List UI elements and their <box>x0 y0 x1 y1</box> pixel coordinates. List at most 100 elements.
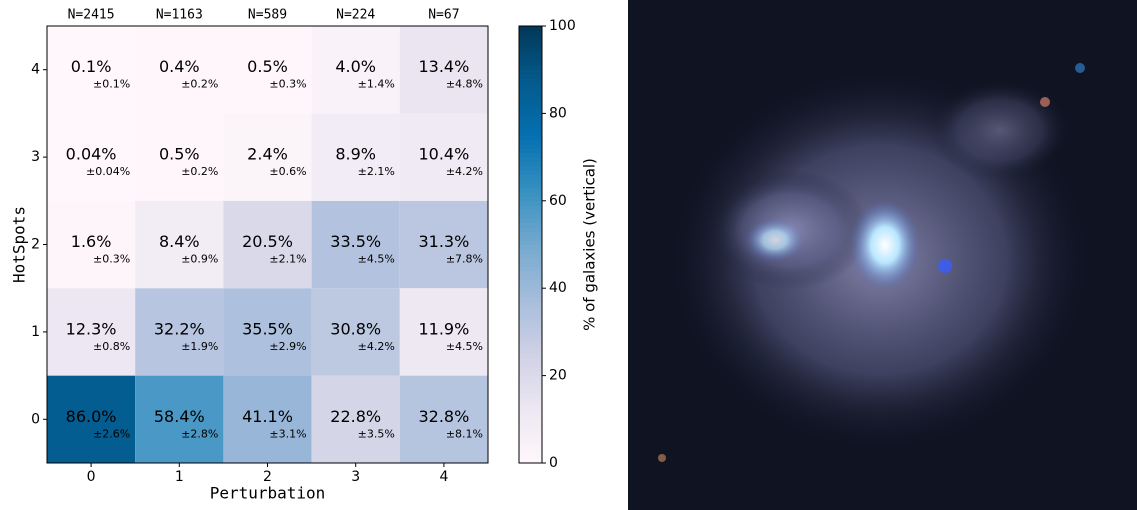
colorbar-step <box>519 384 542 390</box>
colorbar-step <box>519 340 542 346</box>
colorbar-label: % of galaxies (vertical) <box>581 158 599 331</box>
colorbar-step <box>519 279 542 285</box>
heatmap-cell <box>135 375 224 463</box>
cell-error-label: ±0.04% <box>86 165 130 178</box>
colorbar-tick-label: 20 <box>549 368 567 384</box>
colorbar-step <box>519 318 542 324</box>
cell-value-label: 0.4% <box>159 57 200 76</box>
colorbar-step <box>519 100 542 106</box>
colorbar-step <box>519 406 542 412</box>
cell-error-label: ±4.5% <box>358 253 395 266</box>
colorbar-step <box>519 366 542 372</box>
cell-error-label: ±0.9% <box>181 253 218 266</box>
colorbar-step <box>519 174 542 180</box>
colorbar-step <box>519 419 542 425</box>
colorbar-step <box>519 283 542 289</box>
colorbar-step <box>519 109 542 114</box>
cell-error-label: ±2.1% <box>358 165 395 178</box>
x-tick-label: 0 <box>87 469 96 485</box>
cell-value-label: 0.04% <box>66 145 117 164</box>
star <box>658 454 666 462</box>
colorbar-step <box>519 231 542 237</box>
cell-value-label: 13.4% <box>418 57 469 76</box>
colorbar-step <box>519 165 542 171</box>
colorbar-step <box>519 218 542 224</box>
colorbar-step <box>519 375 542 381</box>
cell-error-label: ±4.8% <box>446 78 483 91</box>
colorbar-step <box>519 222 542 228</box>
cell-value-label: 4.0% <box>335 57 376 76</box>
colorbar-step <box>519 288 542 294</box>
cell-value-label: 20.5% <box>242 232 293 251</box>
colorbar-step <box>519 60 542 66</box>
colorbar-step <box>519 253 542 259</box>
colorbar-step <box>519 183 542 189</box>
cell-value-label: 32.8% <box>418 407 469 426</box>
colorbar-step <box>519 178 542 184</box>
cell-value-label: 86.0% <box>66 407 117 426</box>
cell-value-label: 32.2% <box>154 319 205 338</box>
colorbar-tick-label: 100 <box>549 18 576 34</box>
heatmap-cell <box>47 375 136 463</box>
colorbar-step <box>519 130 542 136</box>
colorbar-step <box>519 196 542 202</box>
cell-error-label: ±2.9% <box>269 340 306 353</box>
y-axis-label: HotSpots <box>10 206 29 283</box>
heatmap-cell <box>311 26 400 114</box>
heatmap-cell <box>47 288 136 376</box>
colorbar-step <box>519 209 542 215</box>
heatmap-cell <box>135 26 224 114</box>
colorbar-step <box>519 65 542 71</box>
colorbar-step <box>519 52 542 58</box>
heatmap-cell <box>399 113 488 201</box>
colorbar-step <box>519 401 542 407</box>
colorbar-step <box>519 87 542 93</box>
colorbar-step <box>519 43 542 49</box>
heatmap-cell <box>47 26 136 114</box>
heatmap-cell <box>399 288 488 376</box>
colorbar-tick-label: 40 <box>549 280 567 296</box>
colorbar-step <box>519 353 542 359</box>
cell-value-label: 0.1% <box>71 57 112 76</box>
colorbar-step <box>519 143 542 149</box>
colorbar-step <box>519 331 542 337</box>
colorbar-step <box>519 192 542 197</box>
cell-error-label: ±2.6% <box>93 427 130 440</box>
colorbar-frame <box>518 25 543 464</box>
star <box>1040 97 1050 107</box>
colorbar-step <box>519 266 542 272</box>
colorbar-step <box>519 393 542 398</box>
star <box>1075 63 1085 73</box>
cell-value-label: 35.5% <box>242 319 293 338</box>
cell-value-label: 8.9% <box>335 145 376 164</box>
colorbar-step <box>519 126 542 132</box>
colorbar-step <box>519 82 542 88</box>
galaxy-image <box>628 0 1137 510</box>
colorbar-step <box>519 104 542 110</box>
cell-value-label: 58.4% <box>154 407 205 426</box>
heatmap-cell <box>135 288 224 376</box>
heatmap-cell <box>47 200 136 289</box>
colorbar-step <box>519 458 542 464</box>
y-tick-label: 1 <box>31 324 40 340</box>
colorbar-step <box>519 248 542 254</box>
colorbar-step <box>519 296 542 302</box>
cell-value-label: 8.4% <box>159 232 200 251</box>
colorbar-step <box>519 261 542 267</box>
cell-value-label: 0.5% <box>247 57 288 76</box>
cell-error-label: ±0.3% <box>269 78 306 91</box>
colorbar-step <box>519 157 542 162</box>
colorbar-step <box>519 205 542 211</box>
colorbar-step <box>519 187 542 193</box>
colorbar-step <box>519 454 542 460</box>
cell-error-label: ±3.5% <box>358 427 395 440</box>
colorbar-step <box>519 436 542 442</box>
colorbar-step <box>519 327 542 333</box>
heatmap-cell <box>223 288 312 376</box>
cell-error-label: ±0.2% <box>181 78 218 91</box>
colorbar-step <box>519 95 542 101</box>
colorbar-step <box>519 74 542 79</box>
heatmap-cell <box>399 26 488 114</box>
x-tick-label: 3 <box>351 469 360 485</box>
